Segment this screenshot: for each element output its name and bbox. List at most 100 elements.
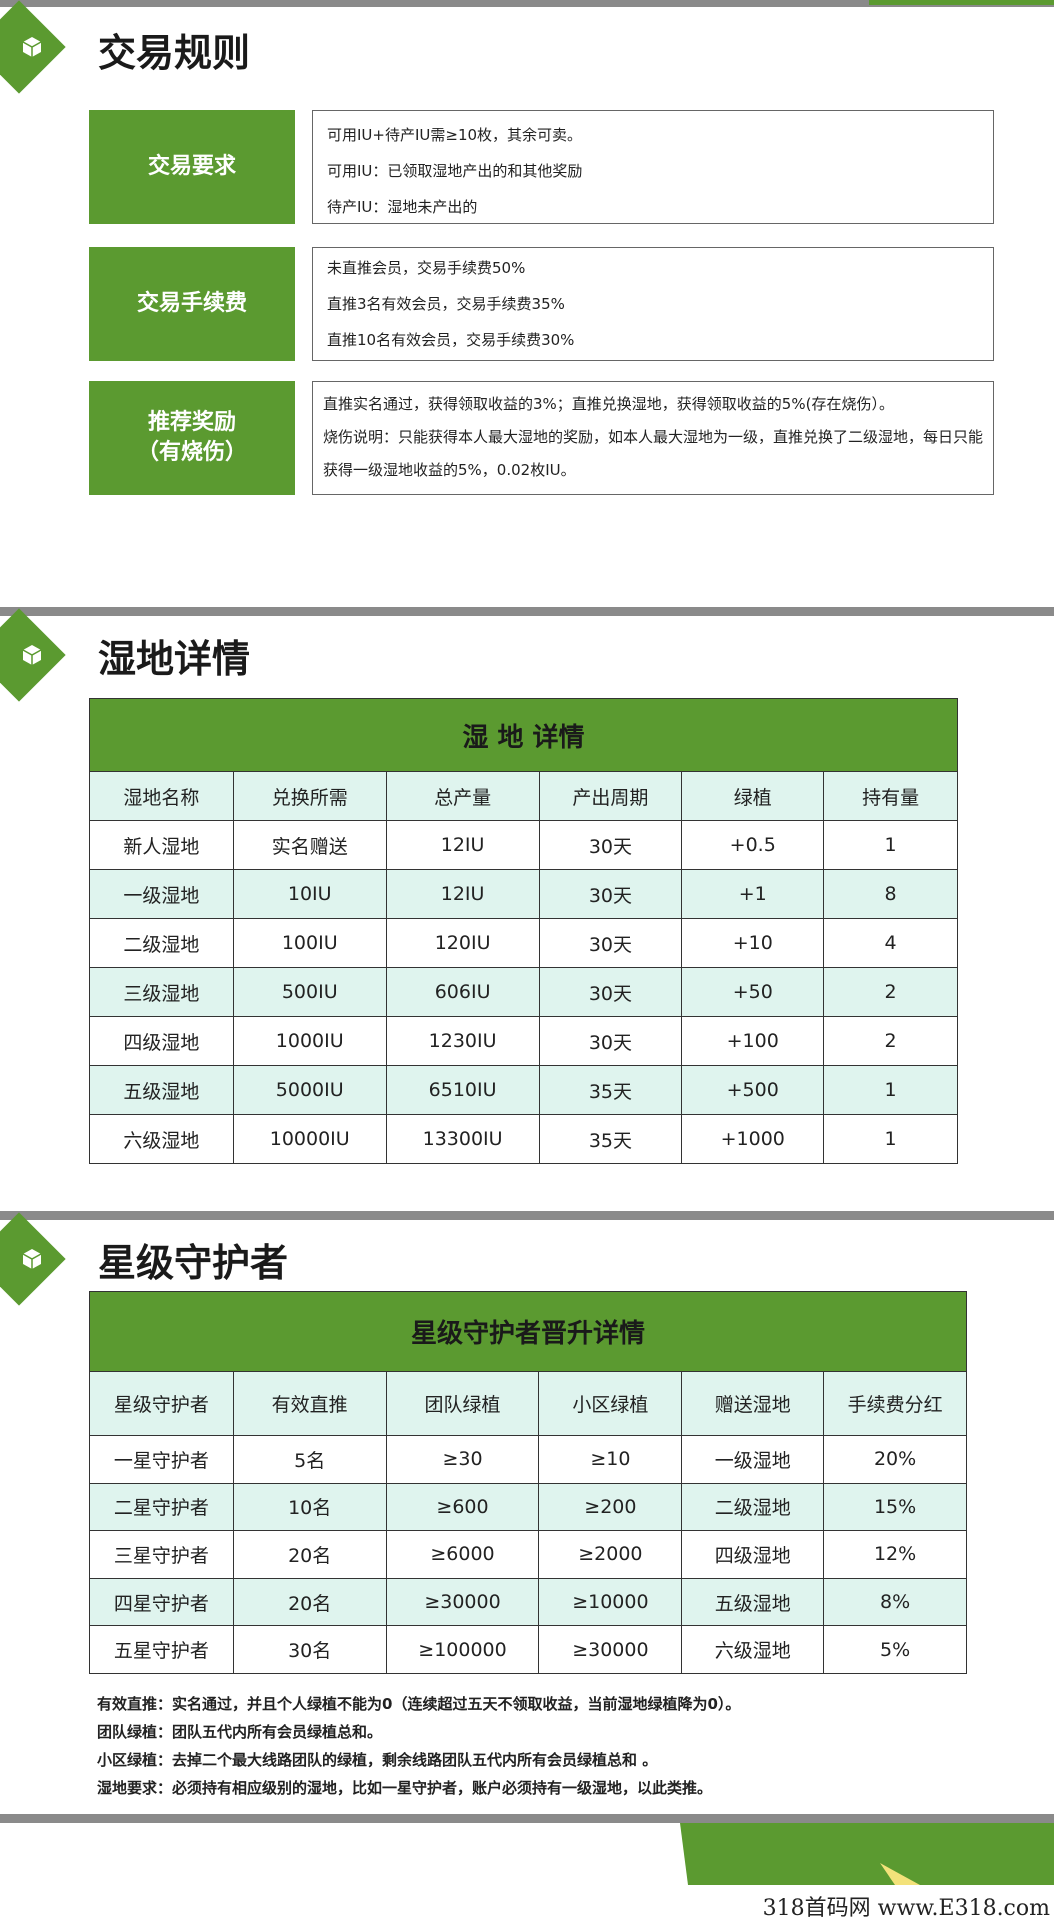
table-cell: 实名赠送 xyxy=(232,820,387,870)
table-cell: 二级湿地 xyxy=(681,1482,825,1532)
table-cell: 30名 xyxy=(232,1625,387,1674)
table-cell: 一星守护者 xyxy=(89,1435,234,1484)
table-cell: 四星守护者 xyxy=(89,1577,234,1627)
label-text: （有烧伤） xyxy=(136,440,247,465)
text-line: 未直推会员，交易手续费50% xyxy=(327,259,526,277)
table-cell: 30天 xyxy=(538,918,683,968)
column-header: 星级守护者 xyxy=(89,1371,234,1436)
table-cell: 六级湿地 xyxy=(89,1114,234,1164)
label-text: 推荐奖励 xyxy=(147,410,236,435)
table-cell: 500IU xyxy=(232,967,387,1017)
text-line: 烧伤说明：只能获得本人最大湿地的奖励，如本人最大湿地为一级，直推兑换了二级湿地，… xyxy=(323,428,984,479)
table-cell: 13300IU xyxy=(385,1114,540,1164)
table-row: 四星守护者 20名 ≥30000 ≥10000 五级湿地 8% xyxy=(89,1577,967,1627)
table-cell: 六级湿地 xyxy=(681,1625,825,1674)
column-header: 小区绿植 xyxy=(538,1371,683,1436)
table-cell: ≥10 xyxy=(538,1435,683,1484)
table-row: 二级湿地 100IU 120IU 30天 +10 4 xyxy=(89,918,958,968)
table-cell: +100 xyxy=(681,1016,825,1066)
table-cell: 15% xyxy=(823,1482,967,1532)
trade-fee-box: 未直推会员，交易手续费50% 直推3名有效会员，交易手续费35% 直推10名有效… xyxy=(312,247,994,361)
table-cell: 606IU xyxy=(385,967,540,1017)
table-row: 三级湿地 500IU 606IU 30天 +50 2 xyxy=(89,967,958,1017)
table-cell: 5000IU xyxy=(232,1065,387,1115)
text-line: 可用IU：已领取湿地产出的和其他奖励 xyxy=(327,162,583,180)
table-cell: +1000 xyxy=(681,1114,825,1164)
section-title-wetland: 湿地详情 xyxy=(98,637,251,681)
table-cell: 30天 xyxy=(538,869,683,919)
table-cell: 8 xyxy=(823,869,958,919)
table-cell: +1 xyxy=(681,869,825,919)
label-referral-reward: 推荐奖励 （有烧伤） xyxy=(89,381,295,495)
watermark: 318首码网 www.E318.com xyxy=(762,1896,1050,1921)
table-cell: 三级湿地 xyxy=(89,967,234,1017)
table-row: 三星守护者 20名 ≥6000 ≥2000 四级湿地 12% xyxy=(89,1530,967,1579)
table-cell: 1 xyxy=(823,1065,958,1115)
bottom-accent-shape xyxy=(680,1823,1054,1885)
column-header: 产出周期 xyxy=(538,771,683,821)
table-cell: 10名 xyxy=(232,1482,387,1532)
guardian-notes: 有效直推：实名通过，并且个人绿植不能为0（连续超过五天不领取收益，当前湿地绿植降… xyxy=(97,1690,740,1802)
referral-reward-box: 直推实名通过，获得领取收益的3%；直推兑换湿地，获得领取收益的5%(存在烧伤）。… xyxy=(312,381,994,495)
table-cell: ≥2000 xyxy=(538,1530,683,1579)
column-header: 赠送湿地 xyxy=(681,1371,825,1436)
table-cell: 35天 xyxy=(538,1114,683,1164)
note-line: 湿地要求：必须持有相应级别的湿地，比如一星守护者，账户必须持有一级湿地，以此类推… xyxy=(97,1779,713,1797)
note-line: 小区绿植：去掉二个最大线路团队的绿植，剩余线路团队五代内所有会员绿植总和 。 xyxy=(97,1751,658,1769)
table-cell: 4 xyxy=(823,918,958,968)
table-row: 一级湿地 10IU 12IU 30天 +1 8 xyxy=(89,869,958,919)
text-line: 待产IU：湿地未产出的 xyxy=(327,198,478,216)
header-row: 星级守护者 有效直推 团队绿植 小区绿植 赠送湿地 手续费分红 xyxy=(89,1371,967,1436)
table-cell: ≥200 xyxy=(538,1482,683,1532)
table-cell: ≥30000 xyxy=(385,1577,540,1627)
table-cell: 二星守护者 xyxy=(89,1482,234,1532)
header-row: 湿地名称 兑换所需 总产量 产出周期 绿植 持有量 xyxy=(89,771,958,821)
section-divider xyxy=(0,607,1054,616)
column-header: 团队绿植 xyxy=(385,1371,540,1436)
table-cell: 12IU xyxy=(385,869,540,919)
table-cell: 20名 xyxy=(232,1530,387,1579)
column-header: 持有量 xyxy=(823,771,958,821)
table-row: 新人湿地 实名赠送 12IU 30天 +0.5 1 xyxy=(89,820,958,870)
table-cell: 四级湿地 xyxy=(89,1016,234,1066)
table-cell: 6510IU xyxy=(385,1065,540,1115)
table-cell: 四级湿地 xyxy=(681,1530,825,1579)
table-cell: 5% xyxy=(823,1625,967,1674)
table-cell: 1 xyxy=(823,820,958,870)
column-header: 兑换所需 xyxy=(232,771,387,821)
column-header: 手续费分红 xyxy=(823,1371,967,1436)
label-trade-fee: 交易手续费 xyxy=(89,247,295,361)
table-cell: 20% xyxy=(823,1435,967,1484)
section-divider xyxy=(0,1211,1054,1220)
label-text: 交易要求 xyxy=(147,154,236,179)
column-header: 有效直推 xyxy=(232,1371,387,1436)
table-row: 五级湿地 5000IU 6510IU 35天 +500 1 xyxy=(89,1065,958,1115)
table-cell: 120IU xyxy=(385,918,540,968)
note-line: 团队绿植：团队五代内所有会员绿植总和。 xyxy=(97,1723,383,1741)
text-line: 直推3名有效会员，交易手续费35% xyxy=(327,295,565,313)
table-cell: 五级湿地 xyxy=(681,1577,825,1627)
table-cell: ≥10000 xyxy=(538,1577,683,1627)
text-line: 可用IU+待产IU需≥10枚，其余可卖。 xyxy=(327,126,583,144)
table-title: 湿 地 详情 xyxy=(89,698,958,772)
text-line: 直推实名通过，获得领取收益的3%；直推兑换湿地，获得领取收益的5%(存在烧伤）。 xyxy=(323,395,894,413)
table-cell: 新人湿地 xyxy=(89,820,234,870)
table-cell: 一级湿地 xyxy=(681,1435,825,1484)
section-title-trade: 交易规则 xyxy=(98,31,251,75)
table-cell: 10IU xyxy=(232,869,387,919)
table-cell: 二级湿地 xyxy=(89,918,234,968)
table-cell: 五级湿地 xyxy=(89,1065,234,1115)
table-cell: 12% xyxy=(823,1530,967,1579)
table-cell: 12IU xyxy=(385,820,540,870)
table-cell: 10000IU xyxy=(232,1114,387,1164)
table-cell: 2 xyxy=(823,967,958,1017)
column-header: 湿地名称 xyxy=(89,771,234,821)
table-cell: 100IU xyxy=(232,918,387,968)
guardian-table: 星级守护者晋升详情 星级守护者 有效直推 团队绿植 小区绿植 赠送湿地 手续费分红 一星守护… xyxy=(89,1291,967,1674)
note-line: 有效直推：实名通过，并且个人绿植不能为0（连续超过五天不领取收益，当前湿地绿植降… xyxy=(97,1695,741,1713)
cube-icon xyxy=(22,645,42,665)
table-cell: 三星守护者 xyxy=(89,1530,234,1579)
table-cell: ≥600 xyxy=(385,1482,540,1532)
table-cell: ≥30000 xyxy=(538,1625,683,1674)
section-title-guardian: 星级守护者 xyxy=(98,1241,289,1285)
